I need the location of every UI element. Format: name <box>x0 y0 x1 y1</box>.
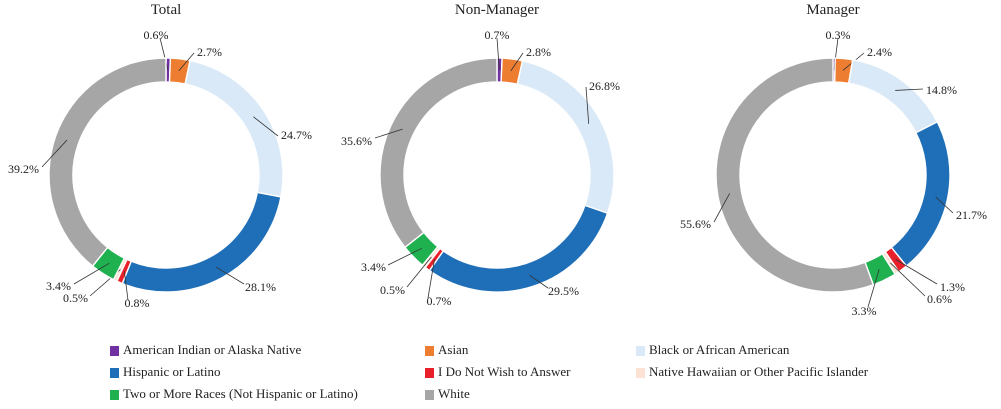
legend-swatch <box>636 368 645 378</box>
legend-label: Native Hawaiian or Other Pacific Islande… <box>649 364 869 379</box>
donut-slice <box>379 57 498 249</box>
donut-slice <box>48 57 167 268</box>
data-label: 0.5% <box>380 283 405 297</box>
leader-line <box>216 266 245 285</box>
legend-swatch <box>110 368 119 378</box>
data-label: 0.6% <box>144 28 169 42</box>
legend-item: Two or More Races (Not Hispanic or Latin… <box>110 386 358 401</box>
leader-line <box>123 271 129 301</box>
data-label: 0.8% <box>125 296 150 310</box>
legend-item: American Indian or Alaska Native <box>110 342 302 357</box>
data-label: 55.6% <box>680 217 711 231</box>
data-label: 0.3% <box>826 28 851 42</box>
leader-line <box>890 262 926 297</box>
data-label: 1.3% <box>940 280 965 294</box>
legend-swatch <box>636 346 645 356</box>
legend-swatch <box>425 346 434 356</box>
donut-slice <box>428 204 609 293</box>
leader-line <box>496 37 500 71</box>
data-label: 14.8% <box>926 83 957 97</box>
legend-item: White <box>425 386 470 401</box>
leader-line <box>374 128 403 139</box>
data-label: 2.7% <box>197 45 222 59</box>
legend-swatch <box>110 346 119 356</box>
legend-label: Black or African American <box>649 342 790 357</box>
leader-line <box>895 88 924 91</box>
legend-label: Two or More Races (Not Hispanic or Latin… <box>123 386 358 401</box>
data-label: 21.7% <box>956 208 987 222</box>
legend-label: White <box>438 386 470 401</box>
data-label: 0.7% <box>427 294 452 308</box>
data-label: 39.2% <box>8 162 39 176</box>
donut-slice <box>715 57 875 293</box>
leader-line <box>73 262 110 285</box>
donut-chart-1: Non-Manager 0.7% 2.8% 26.8% 29.5% 0.7% 0.5% 3.4… <box>341 2 620 308</box>
legend-label: I Do Not Wish to Answer <box>438 364 571 379</box>
data-label: 28.1% <box>245 280 276 294</box>
leader-line <box>935 196 954 214</box>
leader-line <box>178 52 195 72</box>
legend-item: Black or African American <box>636 342 790 357</box>
legend-label: American Indian or Alaska Native <box>123 342 302 357</box>
legend-swatch <box>425 368 434 378</box>
leader-line <box>406 256 432 288</box>
data-label: 2.8% <box>526 45 551 59</box>
data-label: 26.8% <box>589 79 620 93</box>
data-label: 3.4% <box>46 279 71 293</box>
leader-line <box>253 116 279 137</box>
legend-label: Hispanic or Latino <box>123 364 220 379</box>
legend: American Indian or Alaska Native Asian Bla… <box>110 342 869 401</box>
legend-swatch <box>425 390 434 400</box>
legend-item: Hispanic or Latino <box>110 364 220 379</box>
data-label: 24.7% <box>281 128 312 142</box>
donut-slice <box>890 120 951 268</box>
leader-line <box>41 139 68 168</box>
donut-slice <box>847 58 939 134</box>
donut-chart-2: Manager 0.3% 2.4% 14.8% 21.7% 1.3%0.6% 3.3% 55.… <box>680 2 987 318</box>
legend-item: Native Hawaiian or Other Pacific Islande… <box>636 364 869 379</box>
leader-line <box>585 86 590 124</box>
donut-chart-0: Total 0.6% 2.7% 24.7% 28.1% 0.8% 0.5%3.4% 39.2% <box>8 2 312 310</box>
data-label: 3.3% <box>852 304 877 318</box>
chart-title: Manager <box>806 2 859 18</box>
data-label: 35.6% <box>341 134 372 148</box>
legend-item: I Do Not Wish to Answer <box>425 364 571 379</box>
data-label: 0.5% <box>63 291 88 305</box>
leader-line <box>387 247 423 266</box>
data-label: 29.5% <box>548 284 579 298</box>
data-label: 0.6% <box>927 292 952 306</box>
leader-line <box>528 274 549 289</box>
legend-item: Asian <box>425 342 469 357</box>
leader-line <box>510 52 524 72</box>
data-label: 0.7% <box>485 28 510 42</box>
donut-slice <box>121 191 282 293</box>
legend-swatch <box>110 390 119 400</box>
data-label: 3.4% <box>361 260 386 274</box>
chart-title: Total <box>151 2 182 18</box>
legend-label: Asian <box>438 342 469 357</box>
leader-line <box>895 259 938 285</box>
data-label: 2.4% <box>867 45 892 59</box>
chart-title: Non-Manager <box>455 2 539 18</box>
leader-line <box>713 193 730 223</box>
leader-line <box>427 259 435 299</box>
leader-line <box>867 269 880 308</box>
